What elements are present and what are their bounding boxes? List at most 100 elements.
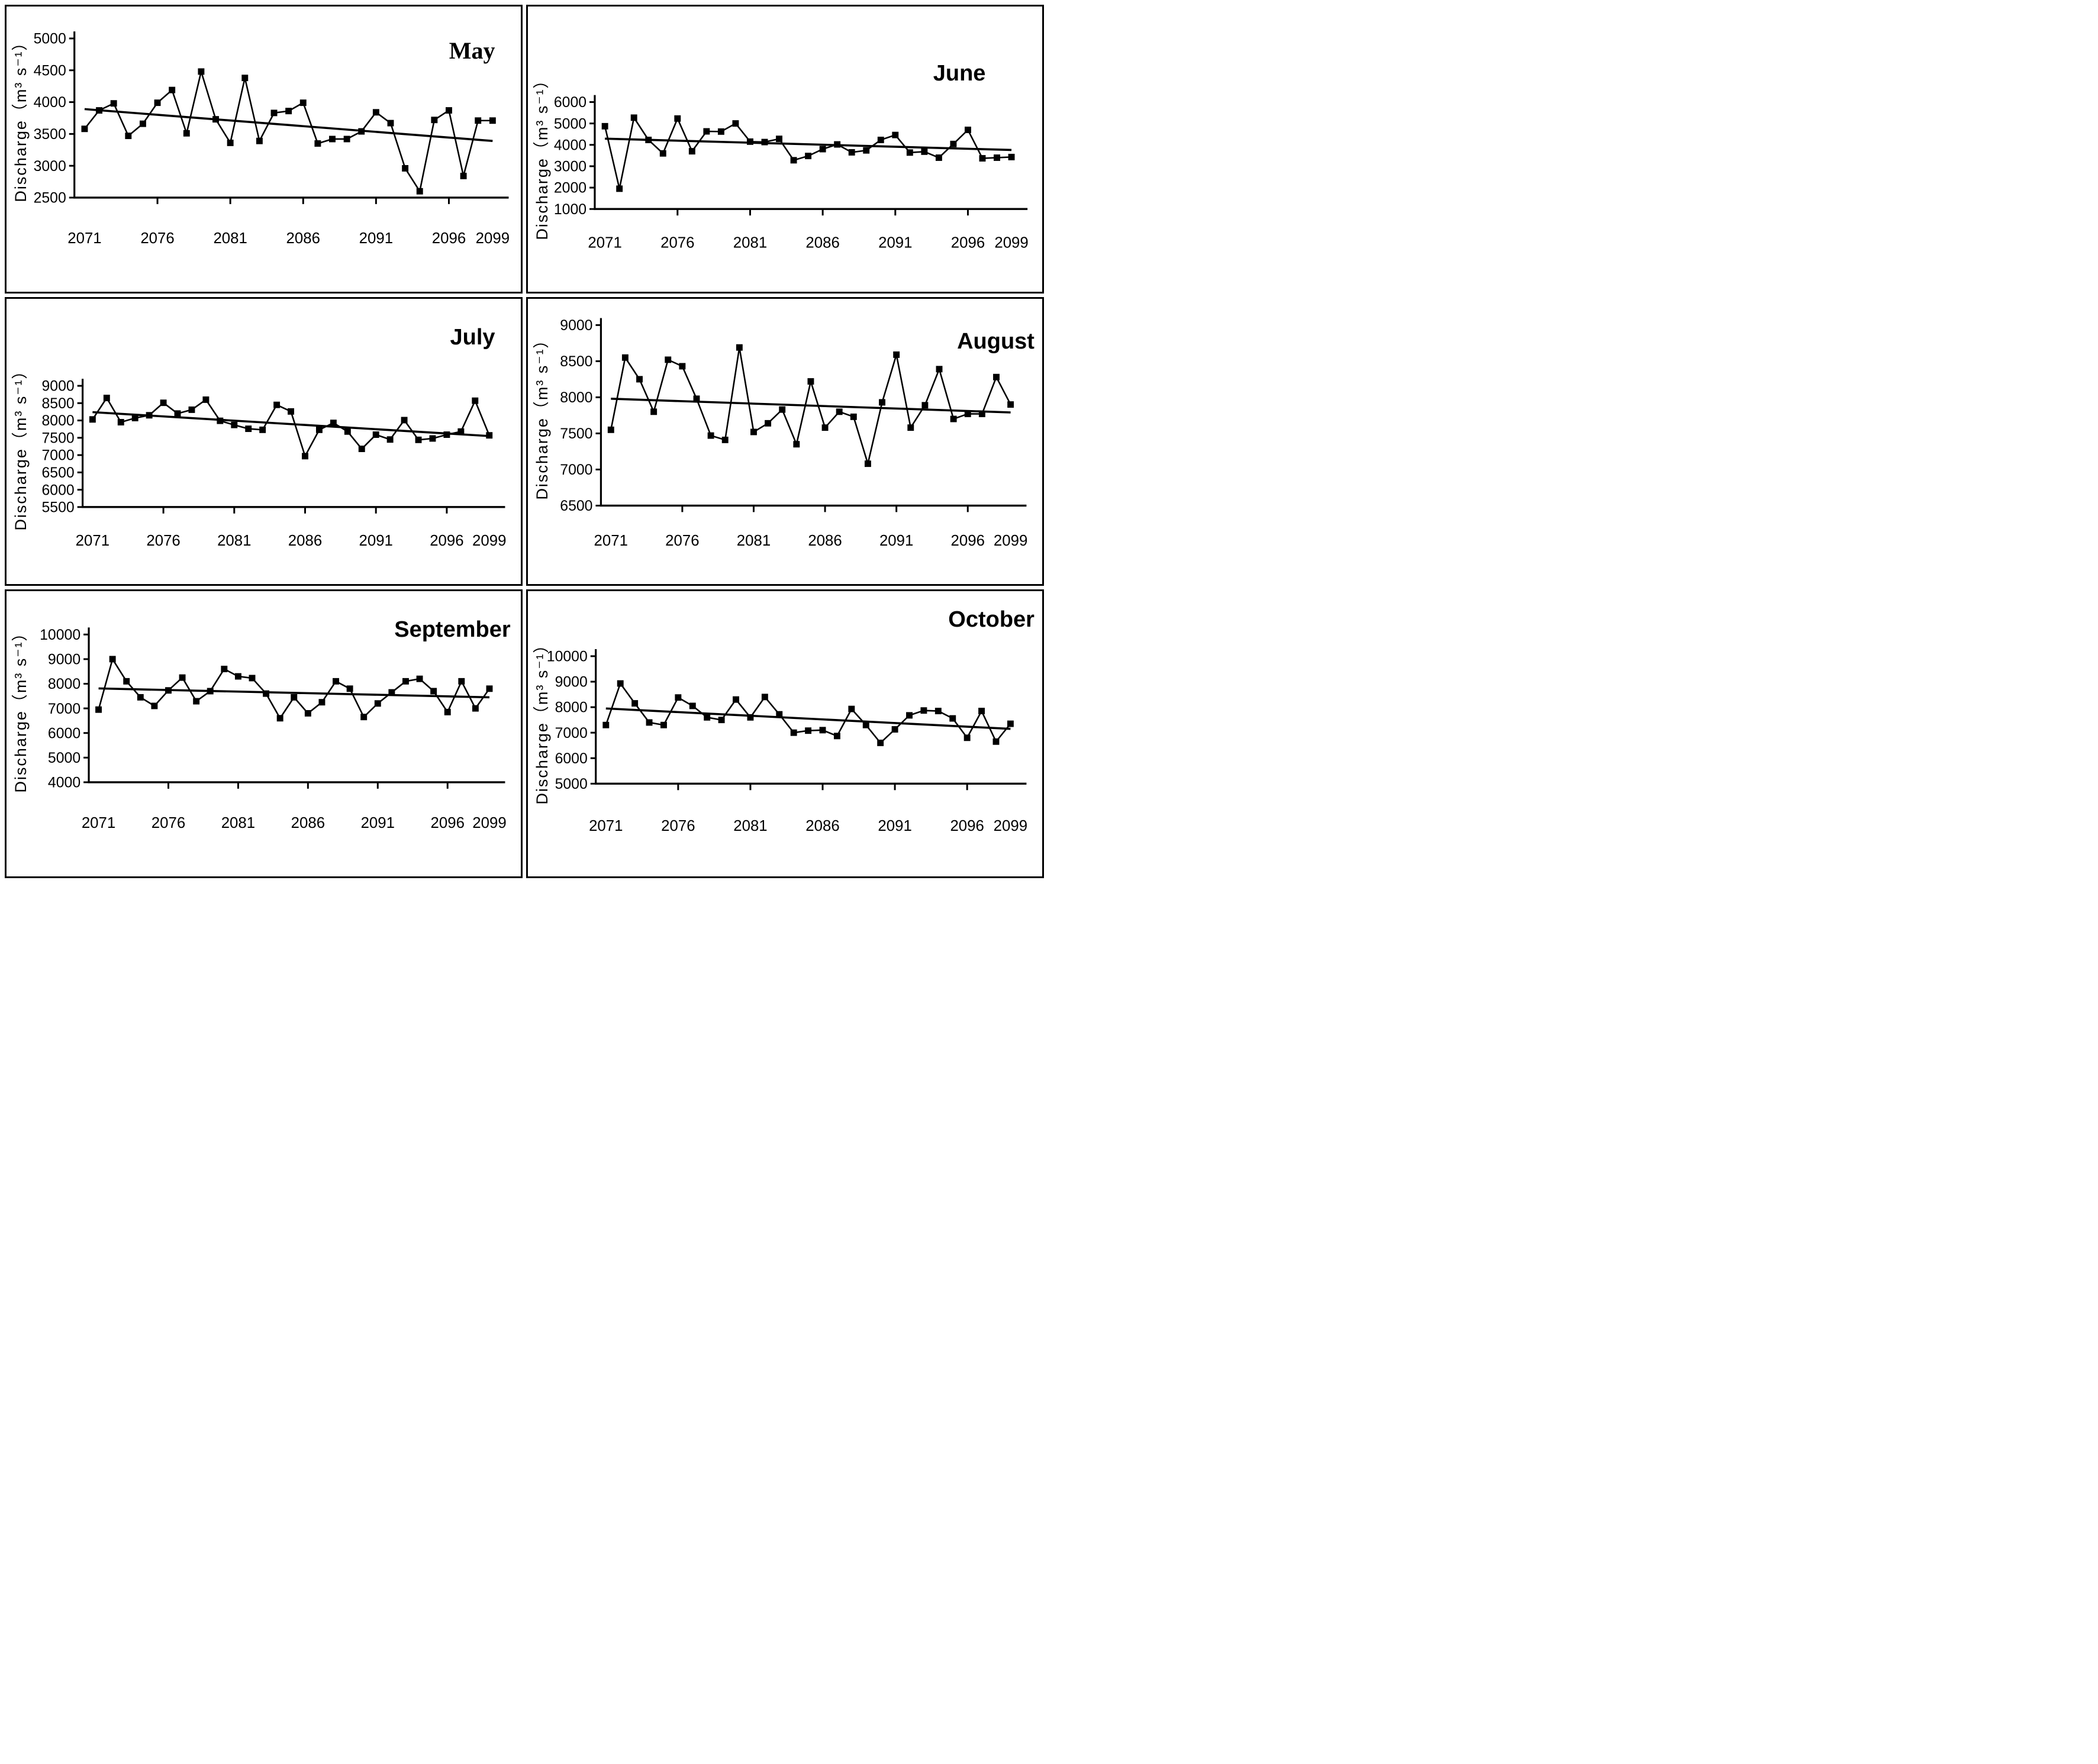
y-axis-label-may: Discharge（m³ s⁻¹） (12, 33, 30, 203)
svg-text:7000: 7000 (560, 462, 592, 478)
svg-text:2081: 2081 (737, 533, 771, 549)
svg-text:2071: 2071 (589, 818, 623, 834)
svg-text:6000: 6000 (41, 482, 74, 498)
svg-text:2091: 2091 (878, 234, 912, 251)
y-axis-label-august: Discharge（m³ s⁻¹） (533, 331, 551, 500)
svg-text:2099: 2099 (472, 533, 506, 549)
svg-text:2086: 2086 (288, 533, 322, 549)
svg-text:2086: 2086 (291, 815, 325, 831)
panel-title-september: September (394, 617, 511, 642)
svg-text:5000: 5000 (555, 776, 588, 792)
svg-text:2081: 2081 (217, 533, 251, 549)
discharge-chart-august: 6500 7000 7500 8000 8500 9000 2071 2076 2081 2086… (560, 318, 1027, 549)
svg-text:2081: 2081 (213, 230, 247, 247)
svg-text:2091: 2091 (359, 533, 392, 549)
svg-text:2071: 2071 (588, 234, 621, 251)
y-axis-label-september: Discharge（m³ s⁻¹） (12, 624, 30, 793)
svg-text:2076: 2076 (152, 815, 185, 831)
svg-text:5000: 5000 (48, 750, 80, 766)
svg-text:2081: 2081 (221, 815, 255, 831)
svg-text:2096: 2096 (951, 533, 985, 549)
svg-text:2000: 2000 (554, 180, 586, 196)
svg-text:2076: 2076 (661, 818, 695, 834)
svg-text:1000: 1000 (554, 202, 586, 218)
svg-text:2099: 2099 (994, 533, 1027, 549)
panel-july: July Discharge（m³ s⁻¹） 5500 6000 6500 7000 7… (5, 297, 523, 586)
discharge-chart-september: 4000 5000 6000 7000 8000 9000 10000 2071 2076 208… (40, 627, 507, 831)
svg-text:2099: 2099 (472, 815, 506, 831)
panel-august: August Discharge（m³ s⁻¹） 6500 7000 7500 800… (526, 297, 1044, 586)
svg-text:2076: 2076 (146, 533, 180, 549)
svg-text:8000: 8000 (48, 676, 80, 692)
svg-text:8000: 8000 (555, 700, 588, 716)
svg-text:9000: 9000 (555, 675, 588, 691)
svg-text:2096: 2096 (951, 234, 985, 251)
y-axis-label-july: Discharge（m³ s⁻¹） (12, 362, 30, 531)
discharge-chart-october: 5000 6000 7000 8000 9000 10000 2071 2076 2081 208… (547, 649, 1027, 834)
svg-text:2099: 2099 (994, 818, 1027, 834)
svg-text:7500: 7500 (560, 426, 592, 442)
svg-text:10000: 10000 (547, 649, 588, 665)
svg-text:2081: 2081 (733, 818, 767, 834)
svg-text:9000: 9000 (560, 318, 592, 334)
svg-text:2091: 2091 (878, 818, 911, 834)
svg-text:10000: 10000 (40, 627, 80, 643)
svg-text:7000: 7000 (555, 725, 588, 741)
svg-text:2099: 2099 (476, 230, 510, 247)
panel-june: June Discharge（m³ s⁻¹） 1000 2000 3000 4000 5… (526, 5, 1044, 294)
panel-title-august: August (957, 329, 1035, 354)
svg-text:9000: 9000 (48, 652, 80, 668)
svg-text:2076: 2076 (660, 234, 694, 251)
svg-text:2096: 2096 (430, 533, 463, 549)
svg-text:2091: 2091 (879, 533, 913, 549)
svg-text:2071: 2071 (82, 815, 115, 831)
svg-text:6000: 6000 (555, 751, 588, 767)
svg-text:2096: 2096 (950, 818, 984, 834)
svg-text:2076: 2076 (665, 533, 699, 549)
svg-text:6000: 6000 (48, 725, 80, 741)
svg-text:4000: 4000 (48, 775, 80, 791)
svg-text:7500: 7500 (41, 430, 74, 446)
svg-text:5000: 5000 (554, 116, 586, 132)
svg-text:6500: 6500 (41, 465, 74, 481)
svg-text:6500: 6500 (560, 498, 592, 514)
svg-text:2091: 2091 (359, 230, 393, 247)
svg-text:8500: 8500 (41, 396, 74, 412)
figure-page: May Discharge（m³ s⁻¹） 2500 3000 3500 4000 45… (0, 0, 1049, 883)
svg-text:2086: 2086 (286, 230, 320, 247)
panel-may: May Discharge（m³ s⁻¹） 2500 3000 3500 4000 45… (5, 5, 523, 294)
svg-text:2500: 2500 (34, 191, 66, 207)
discharge-chart-may: 2500 3000 3500 4000 4500 5000 2071 2076 2081 2086… (34, 31, 510, 247)
svg-text:2081: 2081 (733, 234, 767, 251)
svg-text:8500: 8500 (560, 354, 592, 370)
svg-text:2071: 2071 (67, 230, 101, 247)
svg-text:5500: 5500 (41, 500, 74, 516)
svg-text:8000: 8000 (560, 390, 592, 406)
svg-text:4000: 4000 (554, 137, 586, 153)
panel-title-july: July (450, 324, 495, 350)
svg-text:4000: 4000 (34, 95, 66, 111)
svg-text:2091: 2091 (361, 815, 395, 831)
svg-text:5000: 5000 (34, 31, 66, 47)
svg-text:2076: 2076 (140, 230, 174, 247)
svg-text:2071: 2071 (76, 533, 109, 549)
svg-text:2096: 2096 (431, 815, 465, 831)
svg-text:2086: 2086 (805, 234, 839, 251)
svg-text:2096: 2096 (432, 230, 466, 247)
svg-text:2086: 2086 (808, 533, 842, 549)
y-axis-label-june: Discharge（m³ s⁻¹） (533, 71, 551, 240)
panel-september: September Discharge（m³ s⁻¹） 4000 5000 6000… (5, 589, 523, 878)
svg-text:2086: 2086 (805, 818, 839, 834)
svg-text:7000: 7000 (41, 448, 74, 464)
svg-text:6000: 6000 (554, 95, 586, 111)
svg-text:4500: 4500 (34, 63, 66, 79)
svg-text:3000: 3000 (554, 159, 586, 175)
panel-october: October Discharge（m³ s⁻¹） 5000 6000 7000 80… (526, 589, 1044, 878)
svg-text:8000: 8000 (41, 413, 74, 429)
y-axis-label-october: Discharge（m³ s⁻¹） (533, 635, 551, 805)
svg-text:3000: 3000 (34, 159, 66, 175)
svg-text:2071: 2071 (594, 533, 628, 549)
panel-title-october: October (948, 607, 1035, 632)
svg-text:9000: 9000 (41, 379, 74, 395)
